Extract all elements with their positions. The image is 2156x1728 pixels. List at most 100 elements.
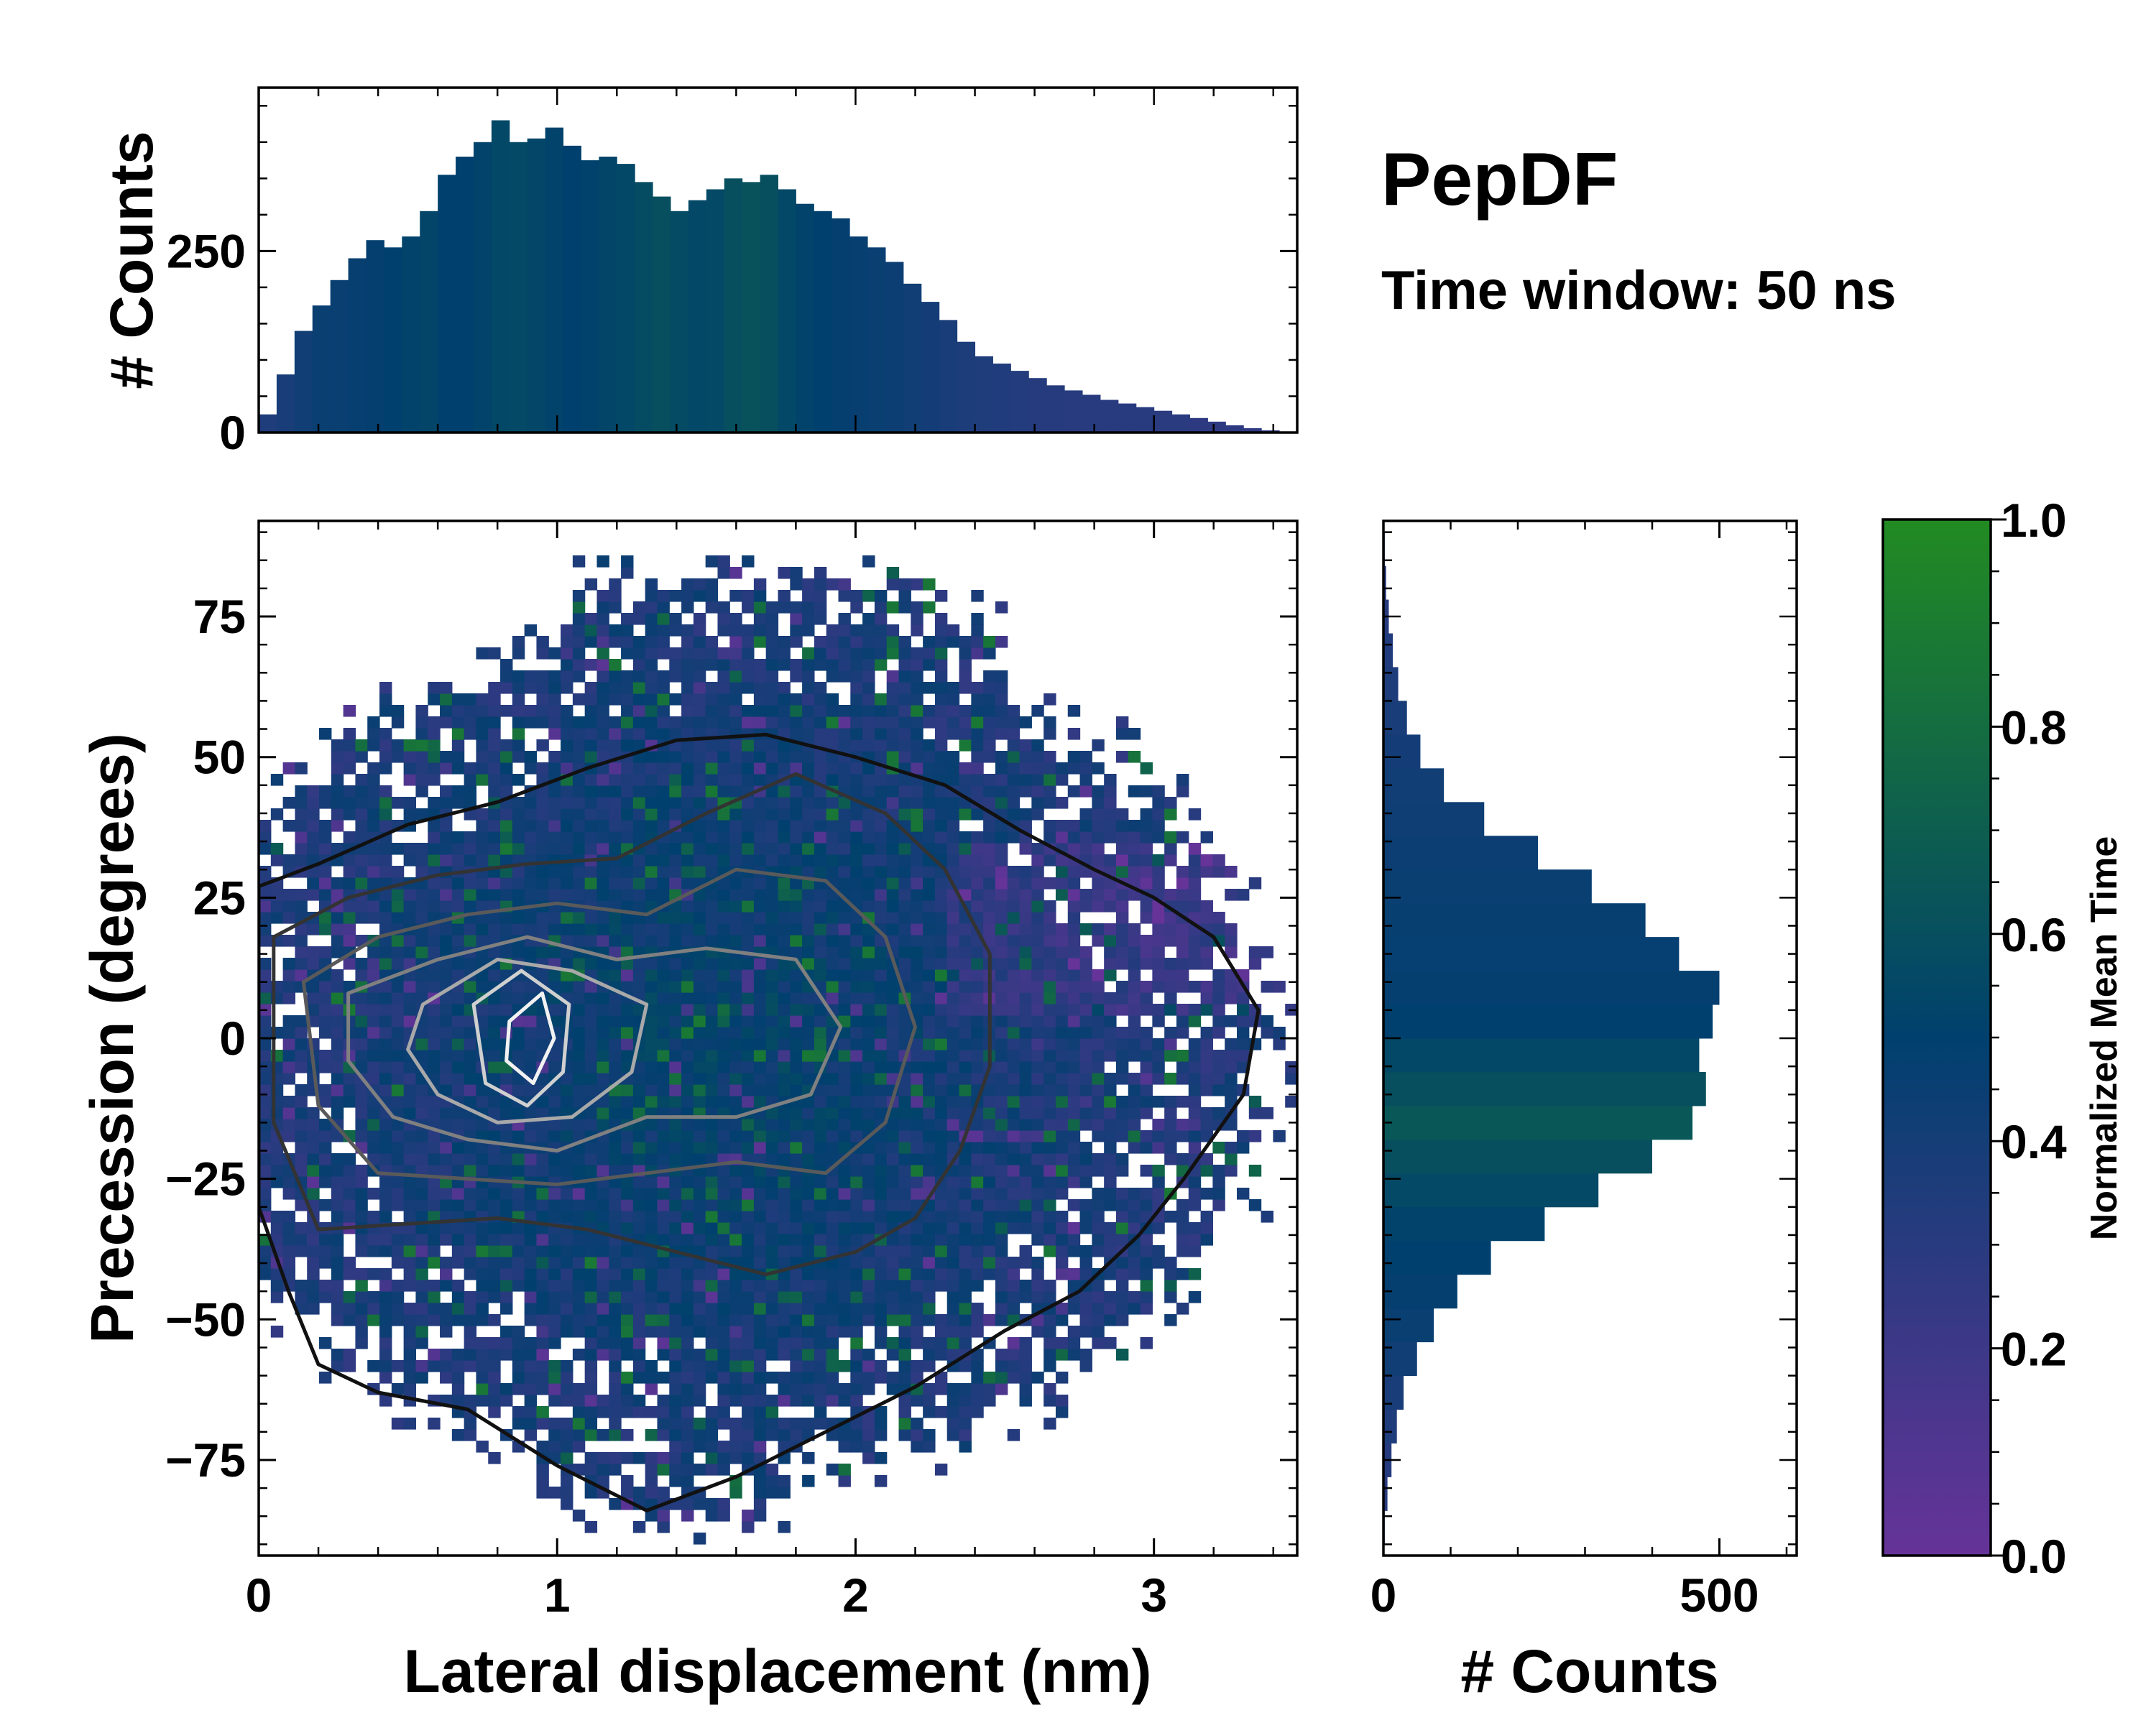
heatmap-cell <box>428 1142 440 1154</box>
heatmap-cell <box>729 1395 742 1407</box>
heatmap-cell <box>259 1107 271 1119</box>
heatmap-cell <box>887 578 899 591</box>
heatmap-cell <box>1008 1303 1020 1315</box>
heatmap-cell <box>1008 1349 1020 1361</box>
heatmap-cell <box>585 693 597 706</box>
heatmap-cell <box>1164 1268 1176 1280</box>
heatmap-cell <box>1104 1027 1116 1039</box>
heatmap-cell <box>548 1004 561 1016</box>
heatmap-cell <box>633 1199 645 1211</box>
heatmap-cell <box>729 1119 742 1131</box>
heatmap-cell <box>1237 1188 1249 1200</box>
heatmap-cell <box>657 716 669 729</box>
heatmap-cell <box>428 820 440 832</box>
heatmap-cell <box>959 981 972 993</box>
heatmap-cell <box>729 1084 742 1096</box>
heatmap-cell <box>621 1372 633 1384</box>
heatmap-cell <box>657 854 669 867</box>
heatmap-cell <box>1176 1234 1189 1246</box>
heatmap-cell <box>561 1314 573 1326</box>
heatmap-cell <box>367 946 379 958</box>
heatmap-cell <box>500 1395 512 1407</box>
heatmap-cell <box>971 1360 983 1372</box>
heatmap-cell <box>706 1406 718 1418</box>
heatmap-cell <box>959 831 972 844</box>
heatmap-cell <box>694 693 706 706</box>
heatmap-cell <box>633 808 645 821</box>
heatmap-cell <box>754 1234 766 1246</box>
heatmap-cell <box>585 578 597 591</box>
heatmap-cell <box>935 1096 947 1108</box>
heatmap-cell <box>331 1084 344 1096</box>
heatmap-cell <box>319 1153 331 1165</box>
heatmap-cell <box>367 739 379 752</box>
heatmap-cell <box>1116 843 1128 855</box>
heatmap-cell <box>536 946 548 958</box>
heatmap-cell <box>717 935 729 947</box>
heatmap-cell <box>621 889 633 901</box>
heatmap-cell <box>983 1084 995 1096</box>
heatmap-cell <box>319 1130 331 1142</box>
heatmap-cell <box>1031 1061 1044 1073</box>
heatmap-cell <box>561 785 573 798</box>
heatmap-cell <box>512 1165 525 1177</box>
heatmap-cell <box>947 1257 959 1269</box>
heatmap-cell <box>681 992 694 1004</box>
heatmap-cell <box>971 1176 983 1188</box>
heatmap-cell <box>826 1314 839 1326</box>
heatmap-cell <box>1031 785 1044 798</box>
heatmap-cell <box>259 843 271 855</box>
heatmap-cell <box>355 866 367 878</box>
heatmap-cell <box>1152 877 1164 890</box>
heatmap-cell <box>875 1153 887 1165</box>
heatmap-cell <box>1056 877 1068 890</box>
heatmap-cell <box>283 1061 295 1073</box>
heatmap-cell <box>887 1038 899 1050</box>
heatmap-cell <box>585 1153 597 1165</box>
heatmap-cell <box>706 1418 718 1430</box>
heatmap-cell <box>681 1360 694 1372</box>
heatmap-cell <box>971 1257 983 1269</box>
heatmap-cell <box>862 774 875 786</box>
heatmap-cell <box>899 739 911 752</box>
heatmap-cell <box>1141 1188 1153 1200</box>
heatmap-cell <box>512 705 525 717</box>
heatmap-cell <box>657 808 669 821</box>
heatmap-cell <box>959 1245 972 1257</box>
heatmap-cell <box>415 774 428 786</box>
heatmap-cell <box>729 670 742 683</box>
heatmap-cell <box>754 1073 766 1085</box>
heatmap-cell <box>440 1061 452 1073</box>
heatmap-cell <box>344 1303 356 1315</box>
heatmap-cell <box>850 1038 862 1050</box>
heatmap-cell <box>899 797 911 809</box>
heatmap-cell <box>355 1199 367 1211</box>
heatmap-cell <box>1056 1245 1068 1257</box>
heatmap-cell <box>1237 1142 1249 1154</box>
heatmap-cell <box>717 1395 729 1407</box>
heatmap-cell <box>947 682 959 694</box>
heatmap-cell <box>935 1211 947 1223</box>
heatmap-cell <box>911 1395 923 1407</box>
heatmap-cell <box>1092 739 1104 752</box>
heatmap-cell <box>1249 1096 1261 1108</box>
heatmap-cell <box>548 693 561 706</box>
heatmap-cell <box>790 705 802 717</box>
heatmap-cell <box>717 1188 729 1200</box>
heatmap-cell <box>839 1084 851 1096</box>
heatmap-cell <box>657 1199 669 1211</box>
heatmap-cell <box>271 889 283 901</box>
heatmap-cell <box>488 1406 500 1418</box>
heatmap-cell <box>1189 1142 1201 1154</box>
heatmap-cell <box>1141 992 1153 1004</box>
heatmap-cell <box>935 1268 947 1280</box>
heatmap-cell <box>283 1096 295 1108</box>
heatmap-cell <box>1020 969 1032 981</box>
heatmap-cell <box>947 1073 959 1085</box>
heatmap-cell <box>850 935 862 947</box>
heatmap-cell <box>500 762 512 775</box>
heatmap-cell <box>947 1314 959 1326</box>
heatmap-cell <box>875 992 887 1004</box>
heatmap-cell <box>717 1498 729 1510</box>
heatmap-cell <box>754 1314 766 1326</box>
